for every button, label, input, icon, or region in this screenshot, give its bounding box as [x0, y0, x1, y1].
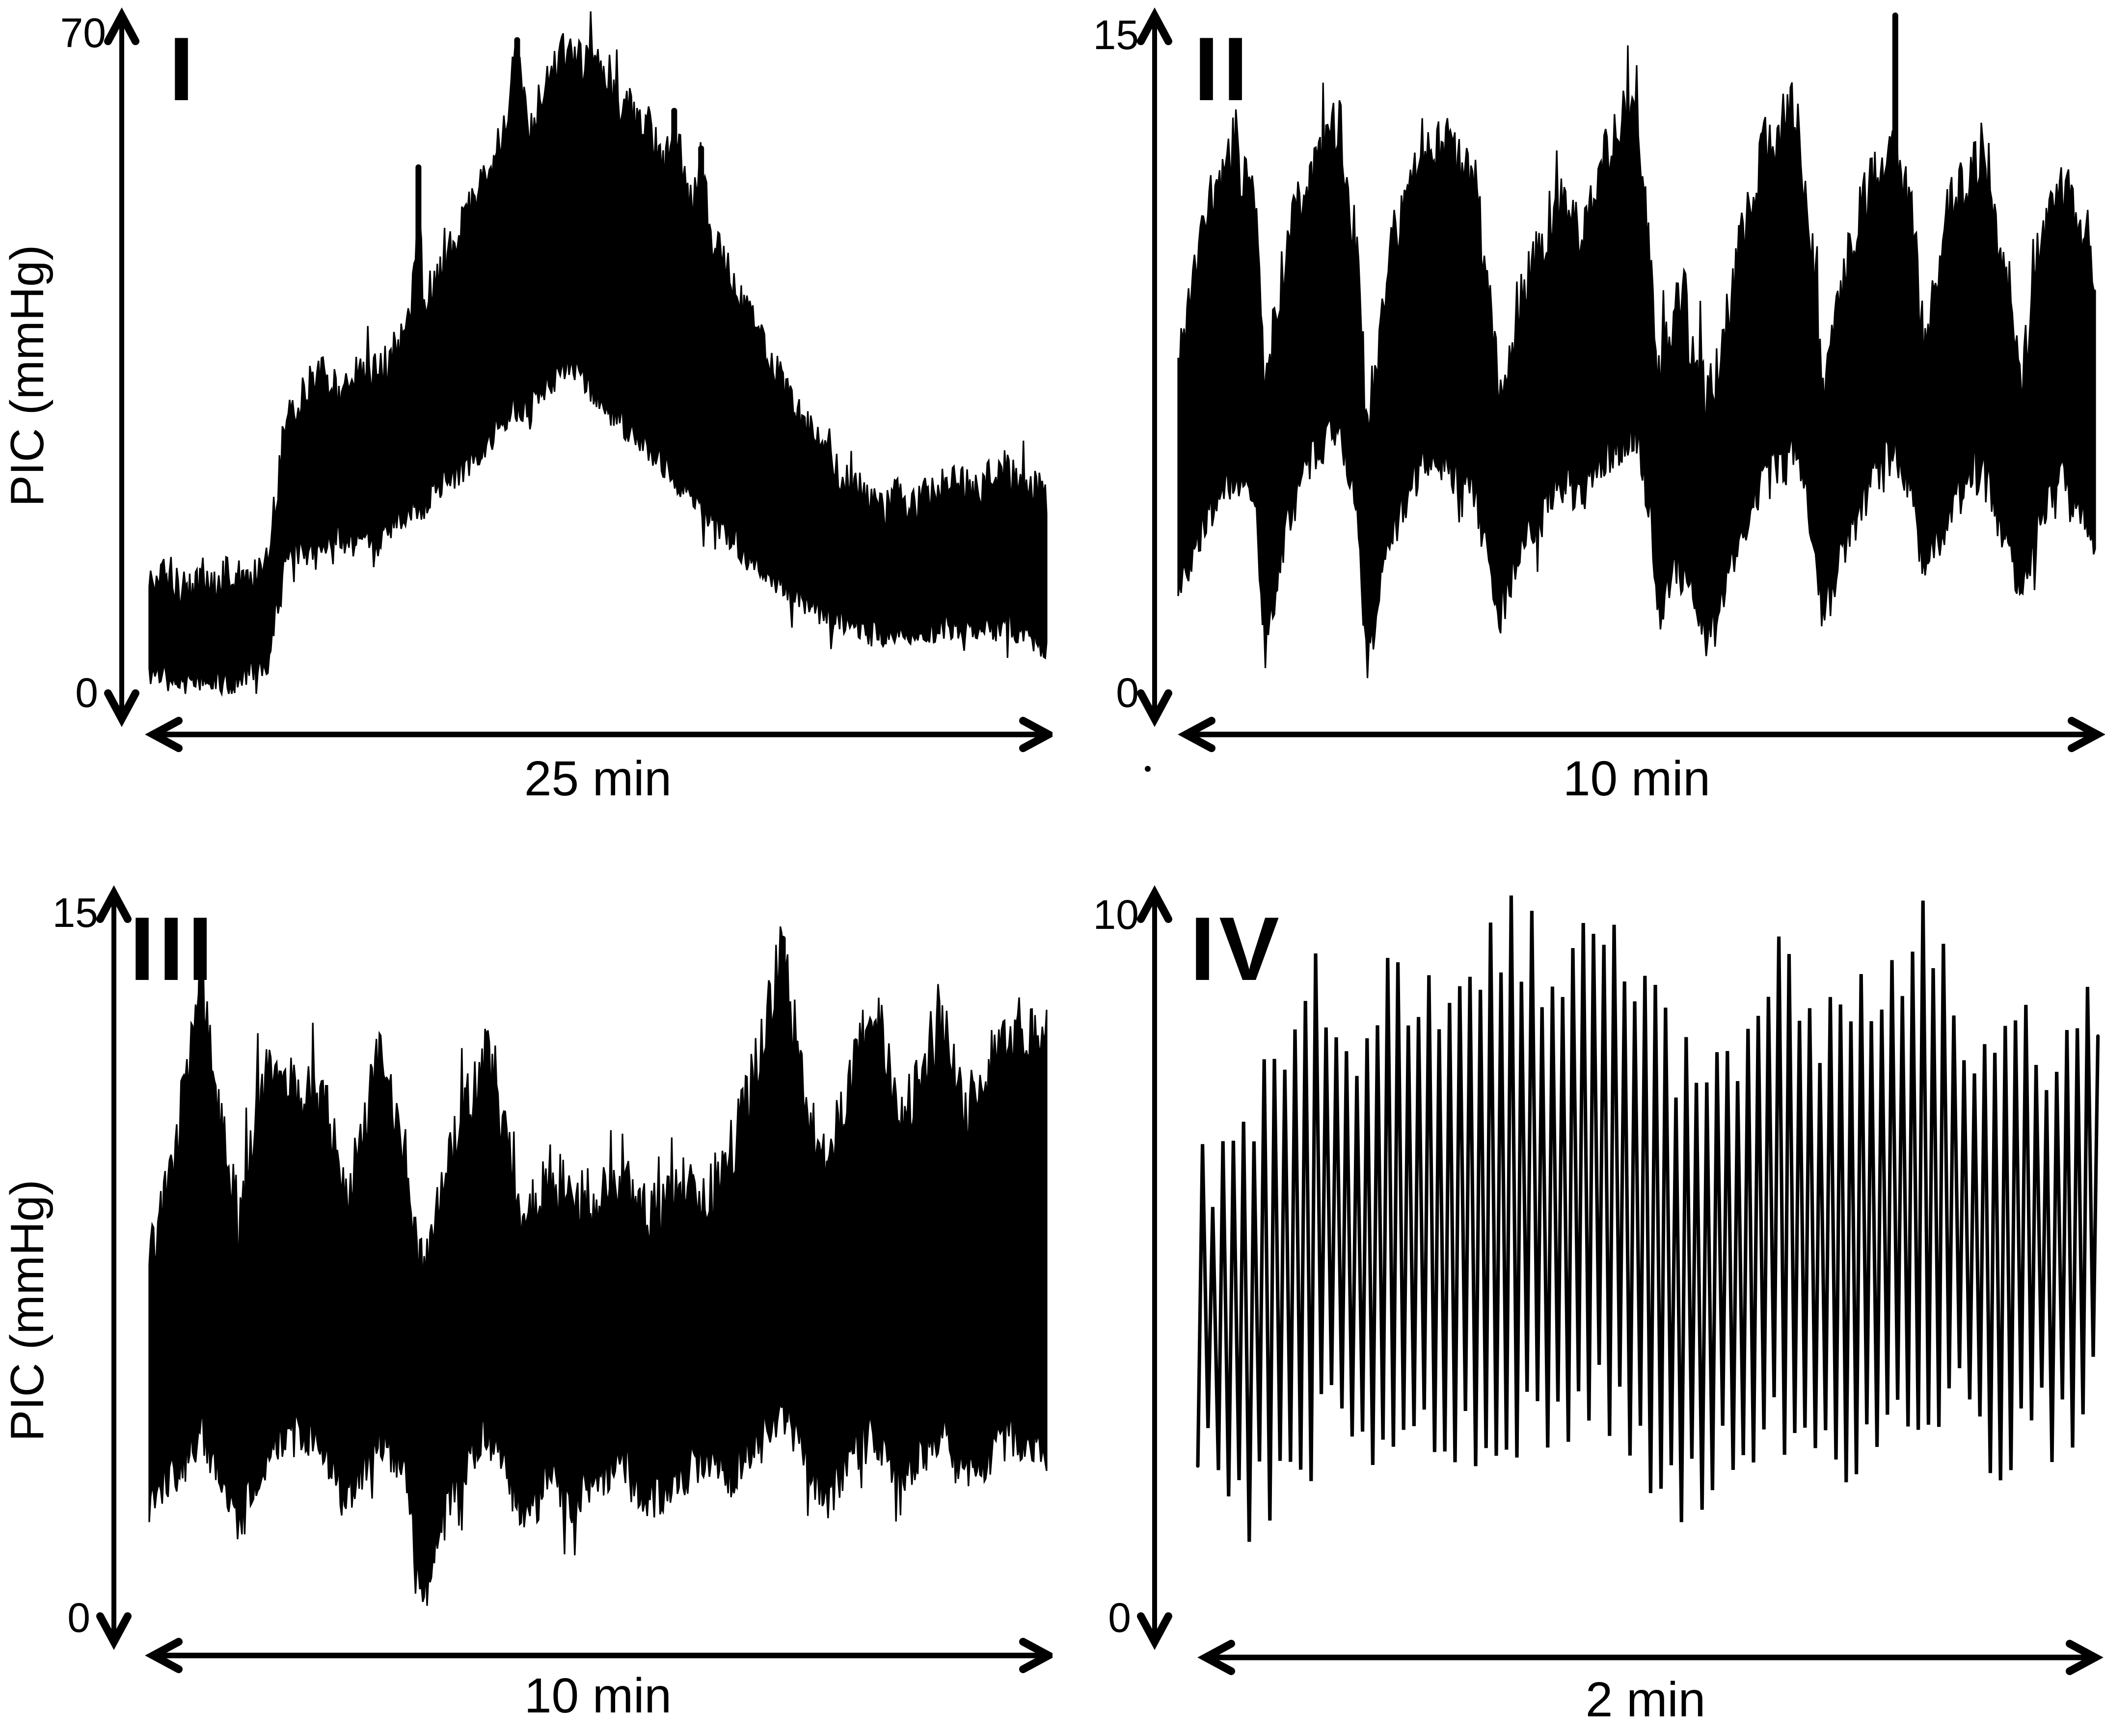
- y-max-tick-label: 15: [1093, 14, 1139, 59]
- y-axis-title: PIC (mmHg): [2, 1179, 55, 1441]
- panel-3-plot: [96, 885, 1052, 1673]
- y-axis-title: PIC (mmHg): [2, 244, 55, 506]
- y-max-tick-label: 70: [60, 12, 106, 57]
- panel-4: 10 0 IV 2 min: [1052, 868, 2105, 1736]
- y-max-tick-label: 10: [1093, 894, 1139, 939]
- panel-2-plot: [1137, 7, 2105, 752]
- panel-numeral: I: [169, 18, 198, 120]
- y-max-tick-label: 15: [52, 892, 98, 937]
- stray-speck: [1145, 766, 1151, 772]
- y-min-tick-label: 0: [67, 1597, 90, 1642]
- y-min-tick-label: 0: [75, 672, 98, 717]
- y-min-tick-label: 0: [1116, 672, 1139, 717]
- panel-1-plot: [104, 7, 1052, 752]
- panel-2: 15 0 II 10 min: [1052, 0, 2105, 868]
- panel-4-plot: [1137, 885, 2104, 1675]
- y-min-tick-label: 0: [1108, 1597, 1131, 1642]
- panel-1: PIC (mmHg) 70 0 I 25 min: [0, 0, 1052, 868]
- x-axis-span-label: 25 min: [524, 752, 672, 807]
- panel-numeral: IV: [1190, 897, 1283, 1000]
- x-axis-span-label: 10 min: [1563, 752, 1711, 807]
- panel-numeral: II: [1194, 18, 1252, 120]
- panel-3: PIC (mmHg) 15 0 III 10 min: [0, 868, 1052, 1736]
- x-axis-span-label: 2 min: [1585, 1673, 1706, 1728]
- panel-numeral: III: [130, 897, 217, 1000]
- x-axis-span-label: 10 min: [524, 1669, 672, 1724]
